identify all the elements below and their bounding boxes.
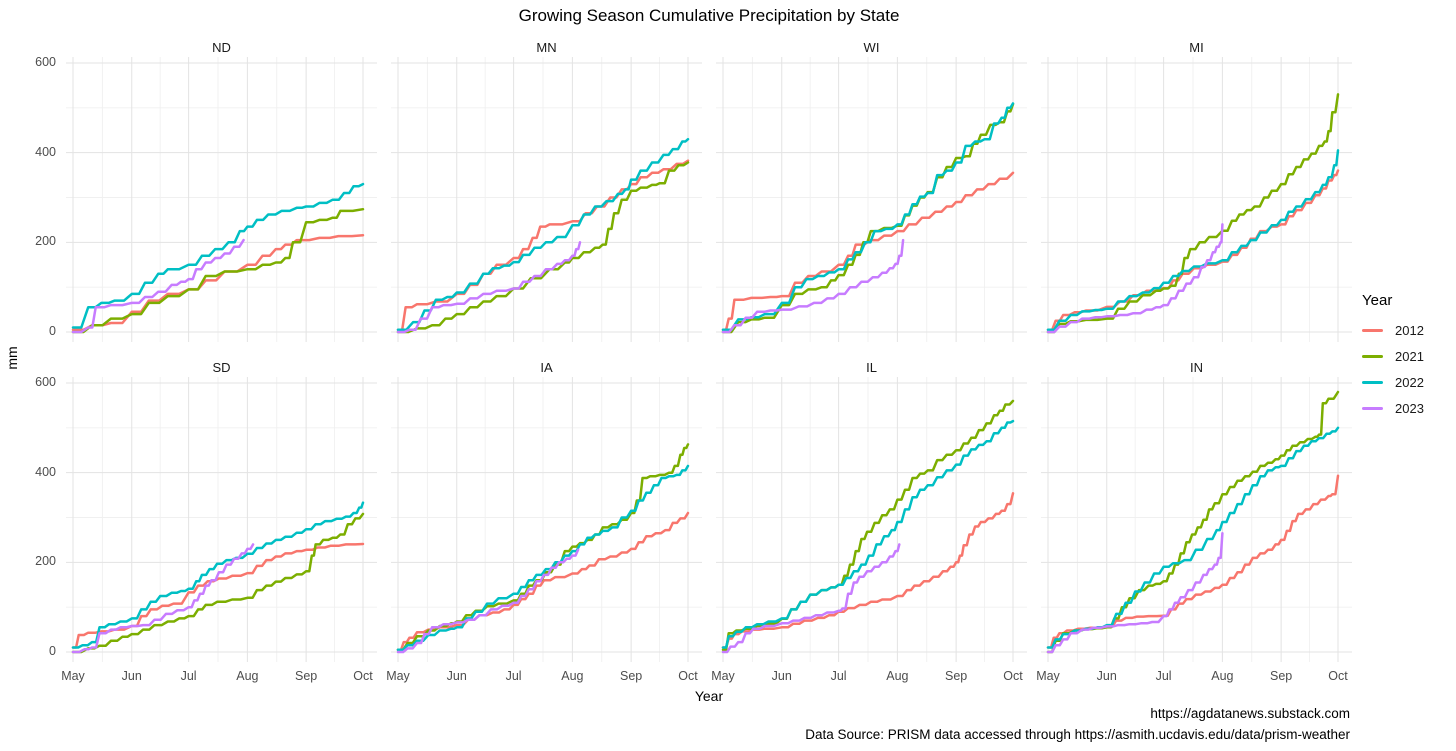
panel-sd <box>66 377 377 662</box>
x-tick-label: Jun <box>771 669 792 683</box>
panel-plot-ia <box>391 377 702 662</box>
footer-data-source: Data Source: PRISM data accessed through… <box>805 727 1350 742</box>
y-tick-label: 0 <box>49 644 56 658</box>
series-line-2022 <box>396 137 690 332</box>
x-tick-label: Sep <box>620 669 643 683</box>
x-tick-label: Aug <box>236 669 259 683</box>
panel-plot-in <box>1041 377 1352 662</box>
x-tick-label: Jul <box>830 669 847 683</box>
x-axis-title: Year <box>694 688 724 704</box>
series-line-2021 <box>396 161 690 334</box>
legend-item-2021: 2021 <box>1362 347 1424 365</box>
panel-plot-mi <box>1041 57 1352 342</box>
x-tick-label: Aug <box>886 669 909 683</box>
footer-link: https://agdatanews.substack.com <box>1150 706 1350 721</box>
footer: https://agdatanews.substack.com Data Sou… <box>805 703 1350 745</box>
y-axis-title: mm <box>4 346 20 370</box>
x-tick-label: May <box>386 669 410 683</box>
x-tick-label: May <box>711 669 735 683</box>
panel-il <box>716 377 1027 662</box>
x-tick-label: Jun <box>1096 669 1117 683</box>
y-tick-label: 400 <box>35 144 56 159</box>
facet-label-mi: MI <box>1189 40 1204 55</box>
x-tick-label: Jun <box>446 669 467 683</box>
legend-key-line-2012-icon <box>1362 328 1383 332</box>
series-line-2023 <box>1046 223 1224 334</box>
facet-label-mn: MN <box>536 40 557 55</box>
x-tick-label: Jul <box>1155 669 1172 683</box>
series-line-2023 <box>396 548 580 654</box>
x-tick-label: Aug <box>1211 669 1234 683</box>
panel-plot-wi <box>716 57 1027 342</box>
x-tick-label: May <box>1036 669 1060 683</box>
x-tick-label: Oct <box>1328 669 1348 683</box>
legend-label: 2023 <box>1395 400 1424 416</box>
series-line-2023 <box>396 241 582 334</box>
legend-label: 2021 <box>1395 348 1424 364</box>
legend-item-2023: 2023 <box>1362 399 1424 417</box>
facet-label-ia: IA <box>540 360 553 375</box>
x-tick-label: Sep <box>945 669 968 683</box>
panel-plot-sd <box>66 377 377 662</box>
y-tick-label: 600 <box>35 55 56 69</box>
series-line-2022 <box>721 419 1015 649</box>
x-tick-label: Sep <box>295 669 318 683</box>
x-tick-label: Jun <box>121 669 142 683</box>
x-tick-label: May <box>61 669 85 683</box>
legend-title: Year <box>1362 292 1393 309</box>
facet-label-sd: SD <box>212 360 231 375</box>
legend-key-line-2023-icon <box>1362 406 1383 410</box>
facet-label-in: IN <box>1190 360 1203 375</box>
series-line-2023 <box>71 543 255 654</box>
panel-plot-nd <box>66 57 377 342</box>
series-line-2023 <box>1046 531 1224 654</box>
series-line-2023 <box>721 238 905 334</box>
facet-label-nd: ND <box>212 40 231 55</box>
series-line-2023 <box>71 238 245 334</box>
y-tick-label: 400 <box>35 464 56 479</box>
series-line-2012 <box>721 492 1015 649</box>
x-tick-label: Oct <box>1003 669 1023 683</box>
series-line-2022 <box>1046 149 1340 332</box>
legend-item-2012: 2012 <box>1362 321 1424 339</box>
panel-mi <box>1041 57 1352 342</box>
panel-ia <box>391 377 702 662</box>
series-line-2022 <box>721 102 1015 332</box>
panel-plot-mn <box>391 57 702 342</box>
panel-mn <box>391 57 702 342</box>
series-line-2022 <box>71 501 365 649</box>
series-line-2021 <box>71 512 365 654</box>
x-tick-label: Aug <box>561 669 584 683</box>
legend-key-line-2022-icon <box>1362 380 1383 384</box>
y-tick-label: 0 <box>49 324 56 338</box>
panel-nd <box>66 57 377 342</box>
y-tick-label: 600 <box>35 375 56 389</box>
legend: Year 2012 2021 2022 2023 <box>1362 292 1424 425</box>
series-line-2022 <box>71 182 365 329</box>
facet-label-il: IL <box>866 360 877 375</box>
series-line-2023 <box>721 543 901 654</box>
legend-key-line-2021-icon <box>1362 354 1383 358</box>
y-tick-label: 200 <box>35 554 56 569</box>
legend-label: 2022 <box>1395 374 1424 390</box>
x-tick-label: Oct <box>678 669 698 683</box>
series-line-2021 <box>71 207 365 334</box>
panel-in <box>1041 377 1352 662</box>
panel-plot-il <box>716 377 1027 662</box>
legend-item-2022: 2022 <box>1362 373 1424 391</box>
x-tick-label: Jul <box>505 669 522 683</box>
x-tick-label: Jul <box>180 669 197 683</box>
panel-wi <box>716 57 1027 342</box>
legend-label: 2012 <box>1395 322 1424 338</box>
facet-label-wi: WI <box>863 40 880 55</box>
x-tick-label: Sep <box>1270 669 1293 683</box>
y-tick-label: 200 <box>35 234 56 249</box>
chart-title: Growing Season Cumulative Precipitation … <box>518 6 900 25</box>
x-tick-label: Oct <box>353 669 373 683</box>
